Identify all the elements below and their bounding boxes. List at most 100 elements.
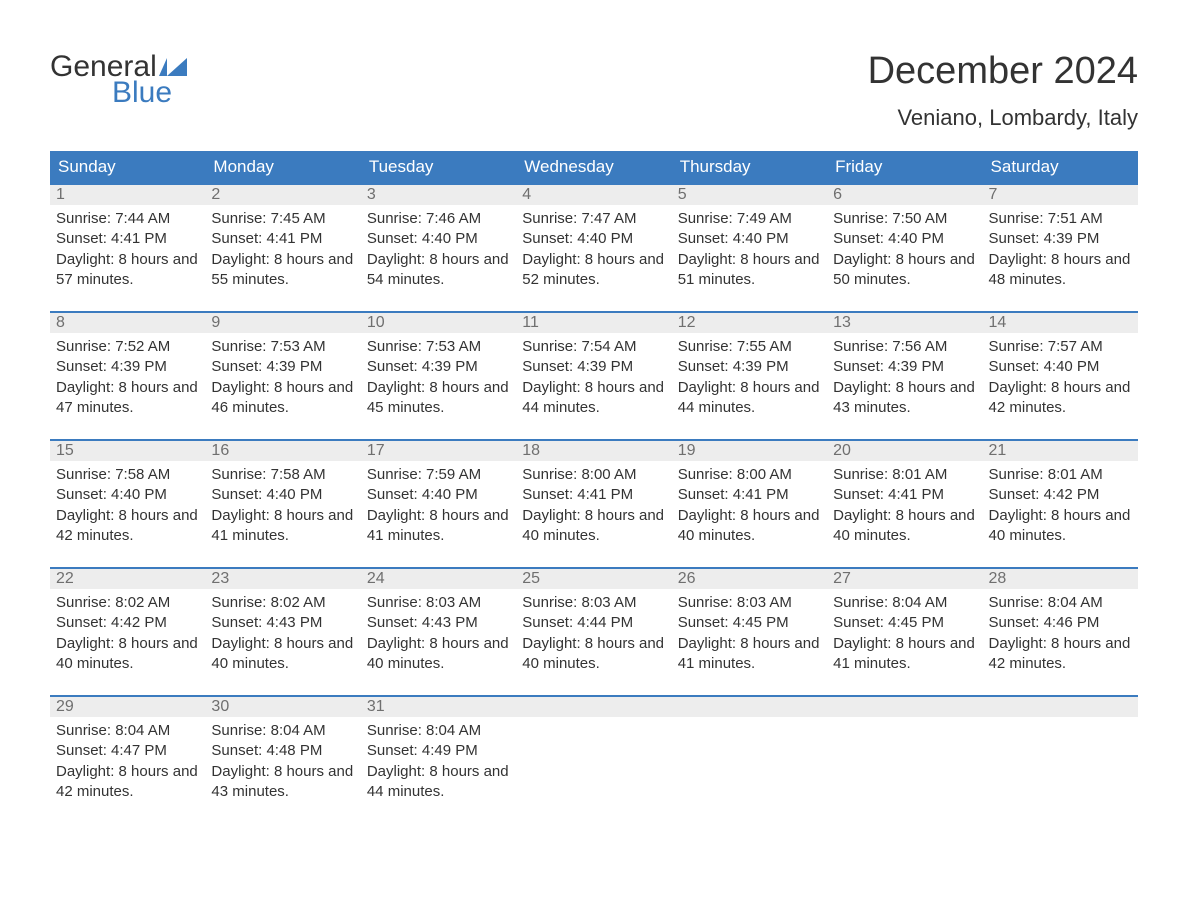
daylight-line: Daylight: 8 hours and 51 minutes. xyxy=(678,250,821,291)
day-content: Sunrise: 7:51 AMSunset: 4:39 PMDaylight:… xyxy=(983,205,1138,294)
sunrise-line: Sunrise: 8:03 AM xyxy=(678,593,821,613)
calendar-cell xyxy=(672,695,827,823)
sunset-line: Sunset: 4:40 PM xyxy=(833,229,976,249)
calendar-cell: 22Sunrise: 8:02 AMSunset: 4:42 PMDayligh… xyxy=(50,567,205,695)
sunset-line: Sunset: 4:40 PM xyxy=(989,357,1132,377)
day-content: Sunrise: 7:46 AMSunset: 4:40 PMDaylight:… xyxy=(361,205,516,294)
day-number: 12 xyxy=(672,311,827,333)
sunset-line: Sunset: 4:40 PM xyxy=(211,485,354,505)
day-content: Sunrise: 8:01 AMSunset: 4:41 PMDaylight:… xyxy=(827,461,982,550)
sunrise-line: Sunrise: 7:59 AM xyxy=(367,465,510,485)
calendar-cell: 3Sunrise: 7:46 AMSunset: 4:40 PMDaylight… xyxy=(361,183,516,311)
calendar-week-row: 1Sunrise: 7:44 AMSunset: 4:41 PMDaylight… xyxy=(50,183,1138,311)
sunset-line: Sunset: 4:43 PM xyxy=(367,613,510,633)
day-content: Sunrise: 7:56 AMSunset: 4:39 PMDaylight:… xyxy=(827,333,982,422)
day-number: 24 xyxy=(361,567,516,589)
sunset-line: Sunset: 4:39 PM xyxy=(56,357,199,377)
day-content: Sunrise: 8:04 AMSunset: 4:48 PMDaylight:… xyxy=(205,717,360,806)
daylight-line: Daylight: 8 hours and 41 minutes. xyxy=(833,634,976,675)
calendar-cell xyxy=(983,695,1138,823)
sunset-line: Sunset: 4:42 PM xyxy=(56,613,199,633)
logo-flag-icon xyxy=(159,58,187,76)
day-number: 31 xyxy=(361,695,516,717)
sunrise-line: Sunrise: 7:57 AM xyxy=(989,337,1132,357)
daylight-line: Daylight: 8 hours and 54 minutes. xyxy=(367,250,510,291)
daylight-line: Daylight: 8 hours and 41 minutes. xyxy=(678,634,821,675)
calendar-body: 1Sunrise: 7:44 AMSunset: 4:41 PMDaylight… xyxy=(50,183,1138,823)
daylight-line: Daylight: 8 hours and 41 minutes. xyxy=(211,506,354,547)
sunrise-line: Sunrise: 7:58 AM xyxy=(211,465,354,485)
calendar-cell: 23Sunrise: 8:02 AMSunset: 4:43 PMDayligh… xyxy=(205,567,360,695)
calendar-cell: 27Sunrise: 8:04 AMSunset: 4:45 PMDayligh… xyxy=(827,567,982,695)
day-header: Tuesday xyxy=(361,151,516,183)
day-number: 17 xyxy=(361,439,516,461)
sunrise-line: Sunrise: 7:58 AM xyxy=(56,465,199,485)
calendar-cell: 26Sunrise: 8:03 AMSunset: 4:45 PMDayligh… xyxy=(672,567,827,695)
sunset-line: Sunset: 4:39 PM xyxy=(367,357,510,377)
sunrise-line: Sunrise: 7:51 AM xyxy=(989,209,1132,229)
sunset-line: Sunset: 4:44 PM xyxy=(522,613,665,633)
day-content: Sunrise: 8:04 AMSunset: 4:47 PMDaylight:… xyxy=(50,717,205,806)
daylight-line: Daylight: 8 hours and 42 minutes. xyxy=(989,378,1132,419)
sunrise-line: Sunrise: 7:44 AM xyxy=(56,209,199,229)
calendar-cell: 31Sunrise: 8:04 AMSunset: 4:49 PMDayligh… xyxy=(361,695,516,823)
sunset-line: Sunset: 4:46 PM xyxy=(989,613,1132,633)
day-number: 6 xyxy=(827,183,982,205)
sunrise-line: Sunrise: 7:47 AM xyxy=(522,209,665,229)
sunset-line: Sunset: 4:41 PM xyxy=(522,485,665,505)
sunrise-line: Sunrise: 8:02 AM xyxy=(56,593,199,613)
sunset-line: Sunset: 4:40 PM xyxy=(522,229,665,249)
day-content: Sunrise: 7:45 AMSunset: 4:41 PMDaylight:… xyxy=(205,205,360,294)
day-header: Friday xyxy=(827,151,982,183)
calendar-cell: 29Sunrise: 8:04 AMSunset: 4:47 PMDayligh… xyxy=(50,695,205,823)
sunrise-line: Sunrise: 7:46 AM xyxy=(367,209,510,229)
daylight-line: Daylight: 8 hours and 52 minutes. xyxy=(522,250,665,291)
logo: General Blue xyxy=(50,50,187,110)
day-number: 25 xyxy=(516,567,671,589)
sunset-line: Sunset: 4:45 PM xyxy=(833,613,976,633)
day-header: Saturday xyxy=(983,151,1138,183)
sunset-line: Sunset: 4:41 PM xyxy=(833,485,976,505)
day-number: 26 xyxy=(672,567,827,589)
calendar-cell: 6Sunrise: 7:50 AMSunset: 4:40 PMDaylight… xyxy=(827,183,982,311)
sunset-line: Sunset: 4:48 PM xyxy=(211,741,354,761)
daylight-line: Daylight: 8 hours and 45 minutes. xyxy=(367,378,510,419)
sunrise-line: Sunrise: 7:53 AM xyxy=(211,337,354,357)
day-content: Sunrise: 8:03 AMSunset: 4:45 PMDaylight:… xyxy=(672,589,827,678)
day-number: 30 xyxy=(205,695,360,717)
daylight-line: Daylight: 8 hours and 43 minutes. xyxy=(211,762,354,803)
sunset-line: Sunset: 4:39 PM xyxy=(522,357,665,377)
daylight-line: Daylight: 8 hours and 40 minutes. xyxy=(367,634,510,675)
daylight-line: Daylight: 8 hours and 40 minutes. xyxy=(678,506,821,547)
day-content: Sunrise: 7:53 AMSunset: 4:39 PMDaylight:… xyxy=(361,333,516,422)
day-number: 18 xyxy=(516,439,671,461)
sunset-line: Sunset: 4:40 PM xyxy=(678,229,821,249)
day-number: 8 xyxy=(50,311,205,333)
title-block: December 2024 Veniano, Lombardy, Italy xyxy=(868,50,1138,131)
sunrise-line: Sunrise: 7:45 AM xyxy=(211,209,354,229)
sunrise-line: Sunrise: 7:50 AM xyxy=(833,209,976,229)
day-content: Sunrise: 7:58 AMSunset: 4:40 PMDaylight:… xyxy=(50,461,205,550)
day-number: 1 xyxy=(50,183,205,205)
day-header: Thursday xyxy=(672,151,827,183)
day-content: Sunrise: 7:44 AMSunset: 4:41 PMDaylight:… xyxy=(50,205,205,294)
sunrise-line: Sunrise: 7:53 AM xyxy=(367,337,510,357)
day-number: 7 xyxy=(983,183,1138,205)
day-content: Sunrise: 8:00 AMSunset: 4:41 PMDaylight:… xyxy=(672,461,827,550)
sunset-line: Sunset: 4:49 PM xyxy=(367,741,510,761)
daylight-line: Daylight: 8 hours and 40 minutes. xyxy=(833,506,976,547)
calendar-cell: 30Sunrise: 8:04 AMSunset: 4:48 PMDayligh… xyxy=(205,695,360,823)
day-content: Sunrise: 7:54 AMSunset: 4:39 PMDaylight:… xyxy=(516,333,671,422)
sunset-line: Sunset: 4:45 PM xyxy=(678,613,821,633)
daylight-line: Daylight: 8 hours and 48 minutes. xyxy=(989,250,1132,291)
sunrise-line: Sunrise: 8:03 AM xyxy=(522,593,665,613)
calendar-cell: 13Sunrise: 7:56 AMSunset: 4:39 PMDayligh… xyxy=(827,311,982,439)
sunset-line: Sunset: 4:39 PM xyxy=(211,357,354,377)
sunrise-line: Sunrise: 8:04 AM xyxy=(56,721,199,741)
day-number: 14 xyxy=(983,311,1138,333)
daylight-line: Daylight: 8 hours and 42 minutes. xyxy=(56,762,199,803)
day-content: Sunrise: 8:00 AMSunset: 4:41 PMDaylight:… xyxy=(516,461,671,550)
calendar-cell xyxy=(827,695,982,823)
day-number: 3 xyxy=(361,183,516,205)
day-number: 5 xyxy=(672,183,827,205)
